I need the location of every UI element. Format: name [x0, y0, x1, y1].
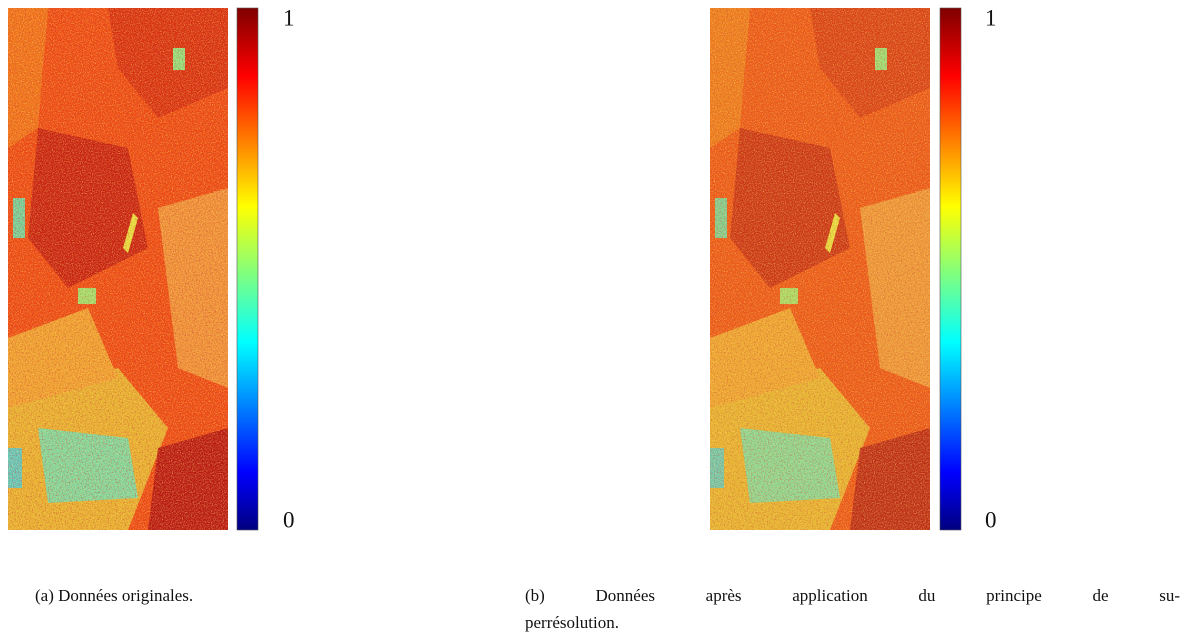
- colorbar-a: 1 0: [236, 5, 295, 532]
- colorbar-tick-label: 1: [283, 5, 295, 30]
- colorbar-tick-label: 0: [283, 507, 295, 532]
- colorbar-tick-label: 1: [985, 5, 997, 30]
- image-a: [8, 8, 228, 530]
- caption-line: perrésolution.: [525, 613, 619, 632]
- colorbar-tick-label: 0: [985, 507, 997, 532]
- caption-b: (b) Données après application du princip…: [525, 582, 1180, 636]
- colorbar-b: 1 0: [939, 5, 997, 532]
- caption-a: (a) Données originales.: [35, 586, 194, 605]
- image-b: [710, 8, 930, 530]
- caption-line: (b) Données après application du princip…: [525, 586, 1180, 605]
- figure-panels: 1 0 1 0: [0, 5, 997, 532]
